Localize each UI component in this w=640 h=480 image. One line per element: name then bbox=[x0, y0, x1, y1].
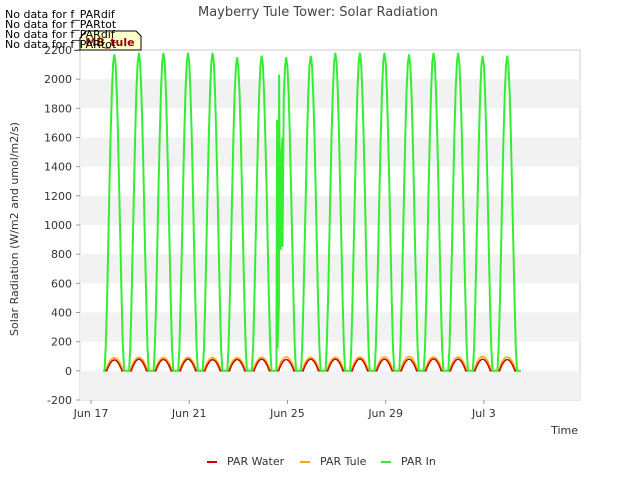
y-tick-label: 200 bbox=[51, 336, 72, 349]
x-axis-label: Time bbox=[550, 424, 578, 437]
y-tick-label: 0 bbox=[65, 365, 72, 378]
x-tick-label: Jun 25 bbox=[269, 407, 305, 420]
nodata-message-3: No data for f_PARdif bbox=[5, 28, 115, 41]
legend: PAR Water PAR Tule PAR In bbox=[207, 455, 436, 468]
legend-label: PAR Tule bbox=[320, 455, 367, 468]
x-tick-label: Jul 3 bbox=[471, 407, 496, 420]
nodata-message-4: No data for f_PARtot bbox=[5, 38, 117, 51]
y-tick-label: 1000 bbox=[44, 219, 72, 232]
legend-label: PAR In bbox=[401, 455, 436, 468]
x-tick-label: Jun 21 bbox=[171, 407, 207, 420]
tooltip-box bbox=[79, 30, 142, 51]
chart-title: Mayberry Tule Tower: Solar Radiation bbox=[198, 5, 438, 20]
series-line-par-tule bbox=[103, 355, 521, 372]
y-tick-label: 800 bbox=[51, 248, 72, 261]
y-tick-label: 1600 bbox=[44, 132, 72, 145]
series-line-par-in bbox=[103, 52, 521, 372]
nodata-message-1: No data for f_PARdif bbox=[5, 8, 115, 21]
y-tick-label: 600 bbox=[51, 277, 72, 290]
y-tick-label: -200 bbox=[47, 394, 72, 407]
y-tick-label: 1200 bbox=[44, 190, 72, 203]
x-axis: Jun 17 Jun 21 Jun 25 Jun 29 Jul 3 bbox=[73, 400, 496, 420]
x-tick-label: Jun 17 bbox=[73, 407, 109, 420]
y-tick-label: 400 bbox=[51, 307, 72, 320]
y-tick-label: 2000 bbox=[44, 73, 72, 86]
grid-band bbox=[80, 312, 580, 342]
grid-band bbox=[80, 370, 580, 400]
y-tick-label: 1400 bbox=[44, 161, 72, 174]
y-tick-label: 1800 bbox=[44, 102, 72, 115]
nodata-message-2: No data for f_PARtot bbox=[5, 18, 117, 31]
series-layer bbox=[103, 52, 521, 372]
y-axis-label: Solar Radiation (W/m2 and umol/m2/s) bbox=[8, 122, 21, 336]
tooltip-tag: MB_tule bbox=[79, 30, 142, 51]
x-tick-label: Jun 29 bbox=[367, 407, 403, 420]
grid-band bbox=[80, 79, 580, 109]
grid-band bbox=[80, 254, 580, 284]
legend-label: PAR Water bbox=[227, 455, 285, 468]
tooltip-label: MB_tule bbox=[85, 36, 134, 49]
grid-bands bbox=[80, 79, 580, 400]
series-line-par-water bbox=[103, 358, 521, 372]
y-tick-label: 2200 bbox=[44, 44, 72, 57]
y-axis: -200 0 200 400 600 800 1000 1200 1400 1600 1800 200… bbox=[44, 44, 80, 407]
